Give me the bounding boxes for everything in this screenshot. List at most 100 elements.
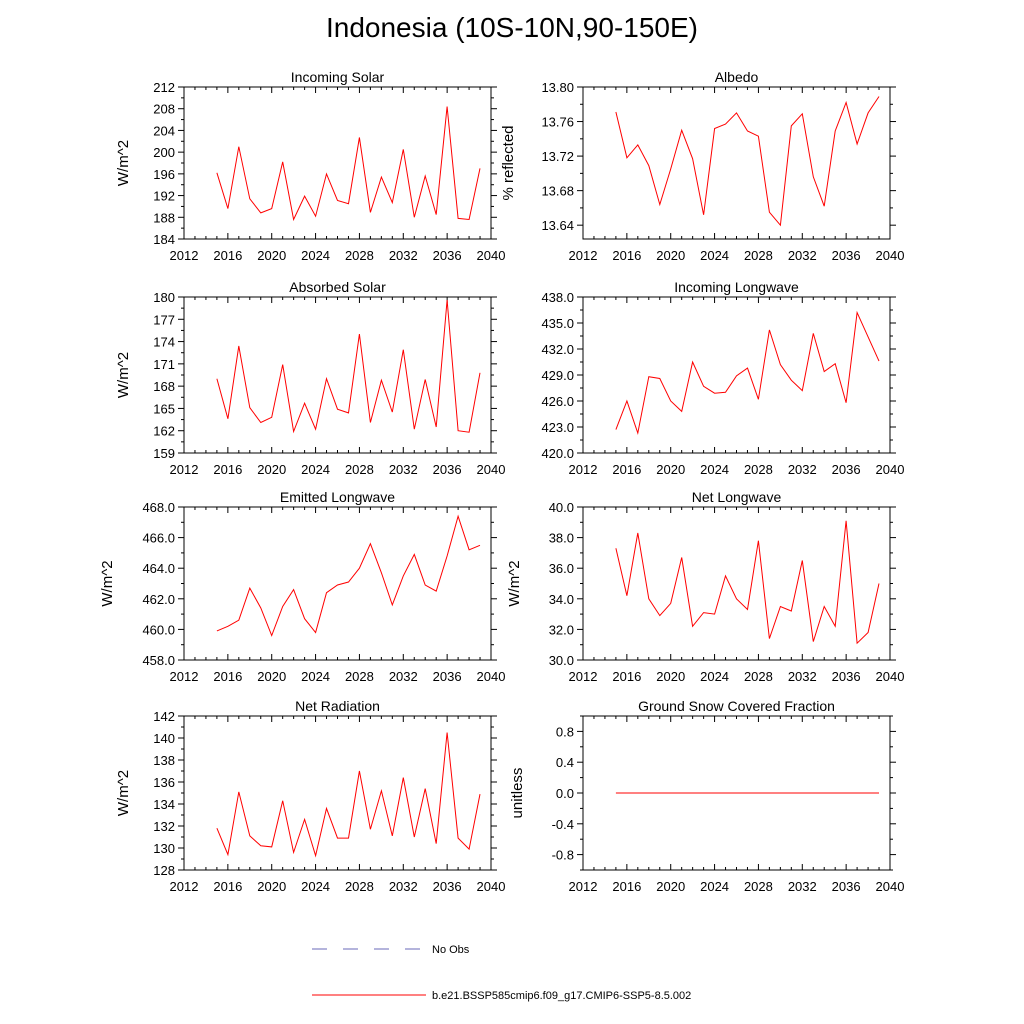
y-tick-label: 13.80	[541, 80, 574, 95]
plot-frame	[183, 506, 492, 661]
x-tick-label: 2012	[569, 669, 598, 684]
y-tick-label: 0.4	[556, 755, 574, 770]
x-tick-label: 2012	[170, 669, 199, 684]
series-line	[216, 299, 481, 434]
x-tick-label: 2040	[876, 879, 905, 894]
y-tick-label: 162	[153, 424, 175, 439]
y-tick-label: 460.0	[142, 622, 175, 637]
series-line	[615, 310, 880, 436]
y-tick-label: 13.68	[541, 184, 574, 199]
x-tick-label: 2016	[612, 879, 641, 894]
x-tick-label: 2040	[477, 462, 506, 477]
x-tick-label: 2040	[477, 248, 506, 263]
y-tick-label: 196	[153, 167, 175, 182]
x-tick-label: 2036	[832, 669, 861, 684]
x-tick-label: 2028	[345, 248, 374, 263]
y-tick-label: 0.0	[556, 786, 574, 801]
x-tick-label: 2040	[876, 462, 905, 477]
y-tick-label: 168	[153, 379, 175, 394]
y-tick-label: 165	[153, 401, 175, 416]
panel-title: Incoming Longwave	[674, 279, 799, 295]
y-tick-label: 466.0	[142, 531, 175, 546]
x-tick-label: 2020	[257, 462, 286, 477]
x-tick-label: 2032	[389, 248, 418, 263]
y-tick-label: 458.0	[142, 653, 175, 668]
y-tick-label: 208	[153, 102, 175, 117]
y-axis-label: W/m^2	[99, 560, 116, 606]
y-tick-label: 462.0	[142, 592, 175, 607]
series-line	[216, 106, 481, 222]
figure-title: Indonesia (10S-10N,90-150E)	[325, 12, 698, 43]
x-tick-label: 2012	[569, 248, 598, 263]
x-tick-label: 2028	[345, 462, 374, 477]
y-tick-label: 184	[153, 232, 175, 247]
x-tick-label: 2012	[569, 879, 598, 894]
plot-frame	[183, 715, 492, 871]
y-axis-label: W/m^2	[115, 352, 132, 398]
x-tick-label: 2016	[612, 462, 641, 477]
y-tick-label: 13.72	[541, 149, 574, 164]
y-tick-label: 130	[153, 841, 175, 856]
x-tick-label: 2032	[389, 879, 418, 894]
x-tick-label: 2032	[788, 248, 817, 263]
y-tick-label: 32.0	[549, 622, 574, 637]
series-line	[216, 732, 481, 858]
x-tick-label: 2036	[433, 669, 462, 684]
x-tick-label: 2024	[700, 248, 729, 263]
panel-title: Net Longwave	[692, 489, 782, 505]
x-tick-label: 2020	[257, 879, 286, 894]
y-tick-label: 13.76	[541, 115, 574, 130]
y-axis-label: W/m^2	[506, 560, 523, 606]
y-tick-label: 177	[153, 312, 175, 327]
chart-panel-4: Incoming Longwave 2012 2016 2020 2024 2028 203…	[541, 279, 904, 477]
x-tick-label: 2024	[700, 669, 729, 684]
plot-frame	[582, 86, 891, 240]
y-tick-label: 34.0	[549, 592, 574, 607]
legend-obs-label: No Obs	[432, 944, 470, 956]
y-tick-label: 188	[153, 210, 175, 225]
y-axis-label: W/m^2	[115, 140, 132, 186]
chart-panel-3: Absorbed Solar 2012 2016 2020 2024 2028 2032 20…	[115, 279, 505, 477]
panel-title: Net Radiation	[295, 698, 380, 714]
x-tick-label: 2012	[569, 462, 598, 477]
y-tick-label: 171	[153, 357, 175, 372]
x-tick-label: 2032	[389, 462, 418, 477]
y-tick-label: 140	[153, 731, 175, 746]
y-tick-label: 200	[153, 145, 175, 160]
y-tick-label: 40.0	[549, 500, 574, 515]
y-tick-label: -0.4	[552, 817, 574, 832]
y-tick-label: 174	[153, 335, 175, 350]
x-tick-label: 2016	[612, 248, 641, 263]
series-line	[615, 520, 880, 645]
x-tick-label: 2024	[301, 248, 330, 263]
x-tick-label: 2028	[345, 669, 374, 684]
x-tick-label: 2020	[656, 462, 685, 477]
x-tick-label: 2020	[656, 669, 685, 684]
y-tick-label: 134	[153, 797, 175, 812]
y-tick-label: -0.8	[552, 848, 574, 863]
legend-model-label: b.e21.BSSP585cmip6.f09_g17.CMIP6-SSP5-8.…	[432, 990, 691, 1002]
x-tick-label: 2024	[301, 462, 330, 477]
x-tick-label: 2028	[345, 879, 374, 894]
x-tick-label: 2028	[744, 879, 773, 894]
chart-panel-2: Albedo 2012 2016 2020 2024 2028 2032 2036 2040 13…	[500, 69, 904, 263]
chart-panel-7: Net Radiation 2012 2016 2020 2024 2028 2032 203…	[115, 698, 505, 894]
x-tick-label: 2036	[832, 462, 861, 477]
x-tick-label: 2028	[744, 248, 773, 263]
y-tick-label: 36.0	[549, 561, 574, 576]
x-tick-label: 2036	[433, 462, 462, 477]
y-tick-label: 142	[153, 709, 175, 724]
legend: No Obs b.e21.BSSP585cmip6.f09_g17.CMIP6-S…	[312, 944, 691, 1002]
y-tick-label: 128	[153, 863, 175, 878]
series-line	[216, 514, 481, 637]
x-tick-label: 2024	[301, 669, 330, 684]
y-tick-label: 464.0	[142, 561, 175, 576]
y-tick-label: 138	[153, 753, 175, 768]
y-tick-label: 136	[153, 775, 175, 790]
x-tick-label: 2040	[876, 669, 905, 684]
y-tick-label: 204	[153, 123, 175, 138]
y-tick-label: 423.0	[541, 420, 574, 435]
x-tick-label: 2032	[788, 879, 817, 894]
